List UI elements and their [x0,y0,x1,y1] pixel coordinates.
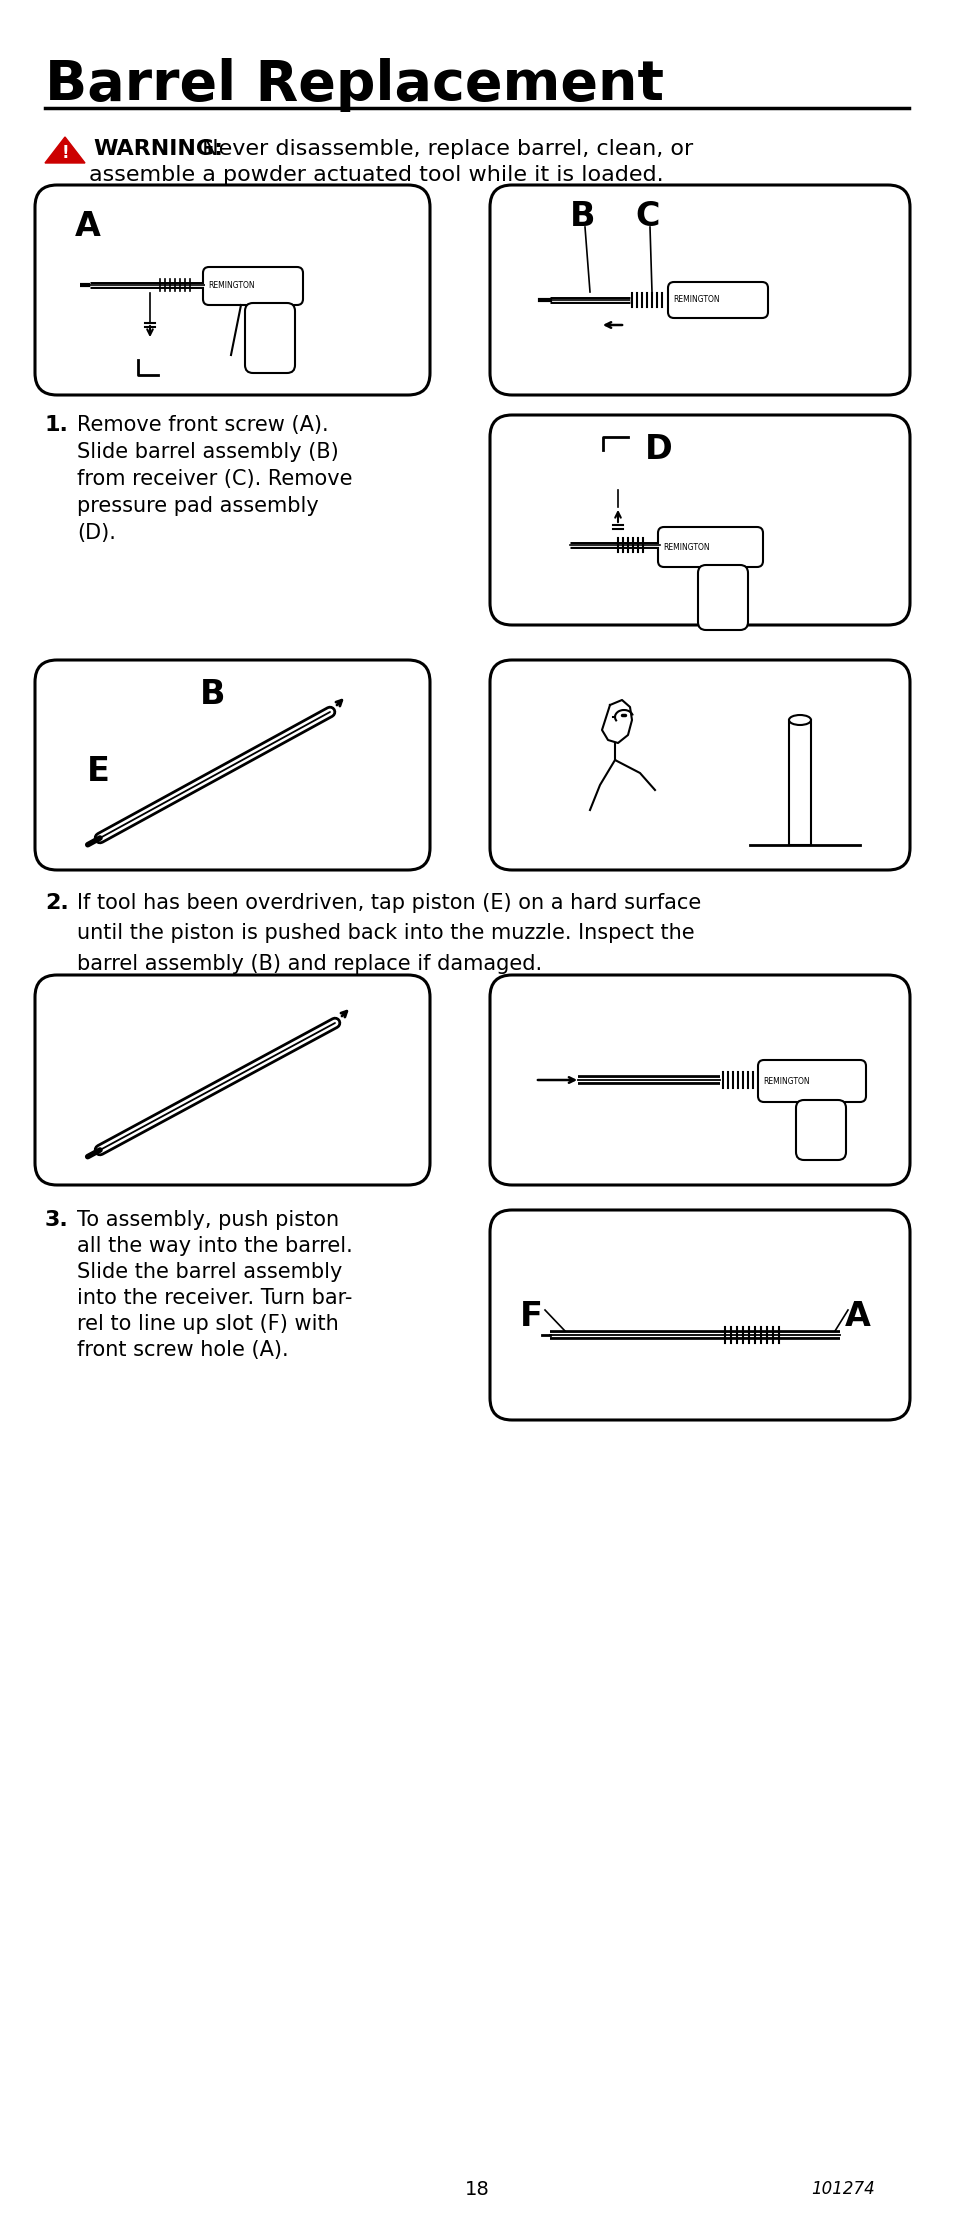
Text: B: B [569,199,595,233]
FancyBboxPatch shape [490,416,909,624]
Text: B: B [200,678,225,711]
Text: 2.: 2. [45,893,69,913]
FancyBboxPatch shape [667,282,767,318]
Text: front screw hole (A).: front screw hole (A). [77,1340,289,1360]
FancyBboxPatch shape [35,975,430,1186]
Text: (D).: (D). [77,523,115,544]
FancyBboxPatch shape [758,1060,865,1103]
Text: Barrel Replacement: Barrel Replacement [45,58,663,112]
Text: Slide barrel assembly (B): Slide barrel assembly (B) [77,443,338,463]
Text: Never disassemble, replace barrel, clean, or: Never disassemble, replace barrel, clean… [194,139,693,159]
Ellipse shape [788,716,810,725]
FancyBboxPatch shape [203,266,303,304]
Text: A: A [844,1300,870,1333]
Text: 18: 18 [464,2181,489,2199]
Text: If tool has been overdriven, tap piston (E) on a hard surface
until the piston i: If tool has been overdriven, tap piston … [77,893,700,973]
Text: REMINGTON: REMINGTON [672,295,719,304]
Text: Slide the barrel assembly: Slide the barrel assembly [77,1262,342,1282]
Text: To assembly, push piston: To assembly, push piston [77,1210,338,1230]
FancyBboxPatch shape [490,660,909,870]
Text: REMINGTON: REMINGTON [662,544,709,553]
FancyBboxPatch shape [490,186,909,396]
Text: into the receiver. Turn bar-: into the receiver. Turn bar- [77,1289,352,1309]
Text: A: A [75,210,101,244]
Text: D: D [644,434,672,465]
FancyBboxPatch shape [35,186,430,396]
Text: E: E [87,756,110,787]
Text: pressure pad assembly: pressure pad assembly [77,497,318,517]
FancyBboxPatch shape [35,660,430,870]
Text: rel to line up slot (F) with: rel to line up slot (F) with [77,1313,338,1333]
FancyBboxPatch shape [245,302,294,374]
Text: REMINGTON: REMINGTON [208,282,254,291]
FancyBboxPatch shape [658,528,762,566]
Text: WARNING:: WARNING: [92,139,223,159]
Text: C: C [635,199,659,233]
Text: F: F [519,1300,542,1333]
Text: !: ! [61,143,69,161]
FancyBboxPatch shape [698,566,747,631]
FancyBboxPatch shape [490,1210,909,1420]
Text: 3.: 3. [45,1210,69,1230]
FancyBboxPatch shape [490,975,909,1186]
Text: assemble a powder actuated tool while it is loaded.: assemble a powder actuated tool while it… [89,166,663,186]
Text: Remove front screw (A).: Remove front screw (A). [77,416,328,434]
FancyBboxPatch shape [795,1101,845,1161]
Polygon shape [45,136,85,163]
Text: 101274: 101274 [810,2181,874,2199]
Text: all the way into the barrel.: all the way into the barrel. [77,1237,353,1255]
Text: 1.: 1. [45,416,69,434]
Text: REMINGTON: REMINGTON [762,1076,809,1085]
Text: from receiver (C). Remove: from receiver (C). Remove [77,470,352,490]
